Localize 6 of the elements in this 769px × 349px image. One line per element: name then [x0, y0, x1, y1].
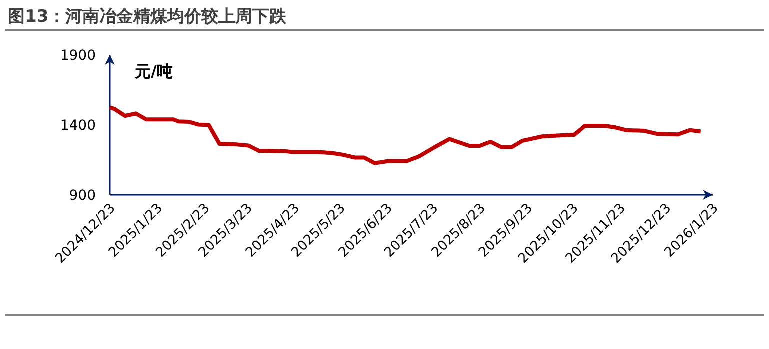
y-axis-title: 元/吨	[134, 62, 173, 81]
y-tick-label: 900	[69, 188, 96, 204]
y-tick-label: 1900	[60, 48, 96, 64]
line-series	[108, 106, 703, 166]
y-tick-label: 1400	[60, 118, 96, 134]
chart-title: 图13：河南冶金精煤均价较上周下跌	[8, 7, 288, 27]
